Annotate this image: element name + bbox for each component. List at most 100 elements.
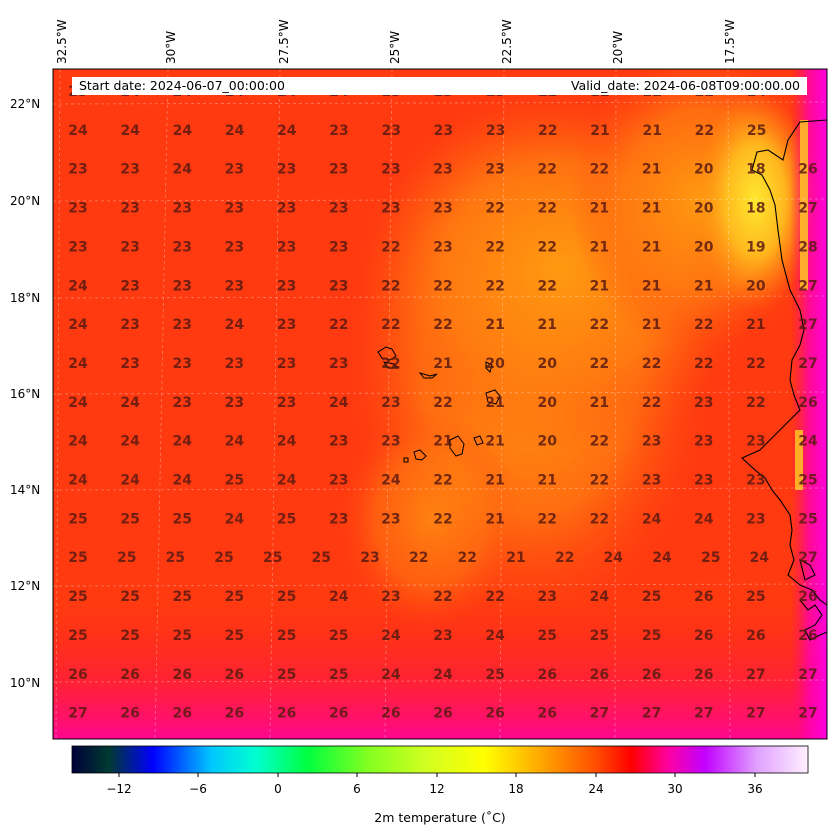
temperature-value: 22 bbox=[538, 201, 557, 217]
temperature-value: 24 bbox=[68, 356, 88, 372]
temperature-value: 23 bbox=[381, 162, 400, 178]
temperature-value: 24 bbox=[225, 317, 245, 333]
lat-label: 16°N bbox=[10, 387, 41, 401]
temperature-value: 26 bbox=[798, 162, 817, 178]
temperature-value: 26 bbox=[538, 706, 557, 722]
temperature-value: 23 bbox=[173, 395, 192, 411]
temperature-field bbox=[53, 69, 827, 739]
temperature-value: 27 bbox=[798, 706, 817, 722]
temperature-value: 22 bbox=[695, 123, 714, 139]
temperature-value: 25 bbox=[747, 123, 766, 139]
colorbar-tick-label: 12 bbox=[429, 782, 445, 796]
temperature-value: 22 bbox=[746, 395, 765, 411]
temperature-value: 26 bbox=[798, 395, 817, 411]
temperature-value: 24 bbox=[590, 589, 610, 605]
temperature-value: 25 bbox=[798, 473, 817, 489]
temperature-value: 25 bbox=[120, 511, 139, 527]
temperature-value: 22 bbox=[590, 317, 609, 333]
temperature-value: 22 bbox=[381, 356, 400, 372]
temperature-value: 25 bbox=[117, 550, 136, 566]
temperature-value: 21 bbox=[642, 162, 661, 178]
temperature-value: 21 bbox=[746, 317, 765, 333]
temperature-value: 26 bbox=[590, 667, 609, 683]
temperature-value: 22 bbox=[409, 550, 428, 566]
temperature-value: 21 bbox=[694, 278, 713, 294]
temperature-value: 24 bbox=[277, 473, 297, 489]
temperature-value: 22 bbox=[538, 123, 557, 139]
temperature-value: 21 bbox=[485, 317, 504, 333]
temperature-value: 27 bbox=[68, 706, 87, 722]
temperature-value: 26 bbox=[68, 667, 87, 683]
temperature-value: 23 bbox=[277, 356, 296, 372]
temperature-value: 24 bbox=[642, 511, 662, 527]
temperature-value: 22 bbox=[381, 239, 400, 255]
temperature-value: 24 bbox=[225, 511, 245, 527]
temperature-value: 21 bbox=[642, 317, 661, 333]
temperature-value: 24 bbox=[120, 123, 140, 139]
temperature-value: 23 bbox=[277, 239, 296, 255]
temperature-value: 22 bbox=[329, 317, 348, 333]
temperature-value: 23 bbox=[173, 201, 192, 217]
temperature-value: 22 bbox=[458, 550, 477, 566]
temperature-value: 23 bbox=[277, 278, 296, 294]
temperature-value: 23 bbox=[433, 628, 452, 644]
temperature-value: 22 bbox=[590, 511, 609, 527]
temperature-value: 22 bbox=[590, 162, 609, 178]
temperature-value: 25 bbox=[263, 550, 282, 566]
lat-label: 20°N bbox=[10, 194, 41, 208]
lon-label: 20°W bbox=[611, 30, 625, 64]
temperature-value: 24 bbox=[173, 162, 193, 178]
header-box bbox=[72, 77, 807, 95]
temperature-value: 27 bbox=[798, 201, 817, 217]
map-frame bbox=[52, 68, 828, 740]
start-date-label: Start date: 2024-06-07_00:00:00 bbox=[79, 78, 285, 93]
temperature-value: 25 bbox=[746, 589, 765, 605]
temperature-value: 25 bbox=[277, 628, 296, 644]
temperature-value: 21 bbox=[433, 356, 452, 372]
temperature-value: 23 bbox=[329, 239, 348, 255]
temperature-value: 27 bbox=[746, 667, 765, 683]
temperature-value: 21 bbox=[590, 278, 609, 294]
temperature-value: 23 bbox=[225, 162, 244, 178]
temperature-value: 23 bbox=[434, 123, 453, 139]
temperature-value: 23 bbox=[381, 201, 400, 217]
temperature-value: 23 bbox=[277, 201, 296, 217]
temperature-value: 23 bbox=[120, 356, 139, 372]
temperature-value: 23 bbox=[360, 550, 379, 566]
lon-label: 32.5°W bbox=[55, 19, 69, 64]
temperature-value: 23 bbox=[173, 356, 192, 372]
lon-label: 27.5°W bbox=[277, 19, 291, 64]
temperature-value: 23 bbox=[746, 434, 765, 450]
temperature-value: 20 bbox=[694, 239, 714, 255]
temperature-value: 22 bbox=[538, 162, 557, 178]
temperature-value: 27 bbox=[746, 706, 765, 722]
temperature-value: 23 bbox=[746, 473, 765, 489]
temperature-value: 25 bbox=[312, 550, 331, 566]
temperature-value: 21 bbox=[642, 123, 661, 139]
colorbar-label: 2m temperature (˚C) bbox=[374, 810, 506, 825]
colorbar-tick-label: 36 bbox=[747, 782, 763, 796]
temperature-value: 23 bbox=[277, 395, 296, 411]
graticule bbox=[52, 68, 828, 740]
temperature-value: 23 bbox=[381, 434, 400, 450]
temperature-value: 23 bbox=[694, 473, 713, 489]
temperature-value: 24 bbox=[120, 434, 140, 450]
temperature-value: 23 bbox=[120, 278, 139, 294]
temperature-value: 25 bbox=[225, 589, 244, 605]
colorbar-tick-label: −6 bbox=[189, 782, 207, 796]
temperature-value: 25 bbox=[120, 628, 139, 644]
temperature-value: 24 bbox=[485, 628, 505, 644]
temperature-value: 23 bbox=[329, 473, 348, 489]
temperature-value: 24 bbox=[381, 628, 401, 644]
temperature-value: 26 bbox=[225, 667, 244, 683]
temperature-value: 25 bbox=[214, 550, 233, 566]
colorbar-tick-label: 30 bbox=[667, 782, 683, 796]
temperature-value: 22 bbox=[538, 278, 557, 294]
temperature-value: 23 bbox=[642, 473, 661, 489]
temperature-value: 26 bbox=[538, 667, 557, 683]
temperature-value: 23 bbox=[68, 162, 87, 178]
temperature-value: 22 bbox=[555, 550, 574, 566]
temperature-value: 22 bbox=[433, 278, 452, 294]
temperature-value: 23 bbox=[381, 589, 400, 605]
